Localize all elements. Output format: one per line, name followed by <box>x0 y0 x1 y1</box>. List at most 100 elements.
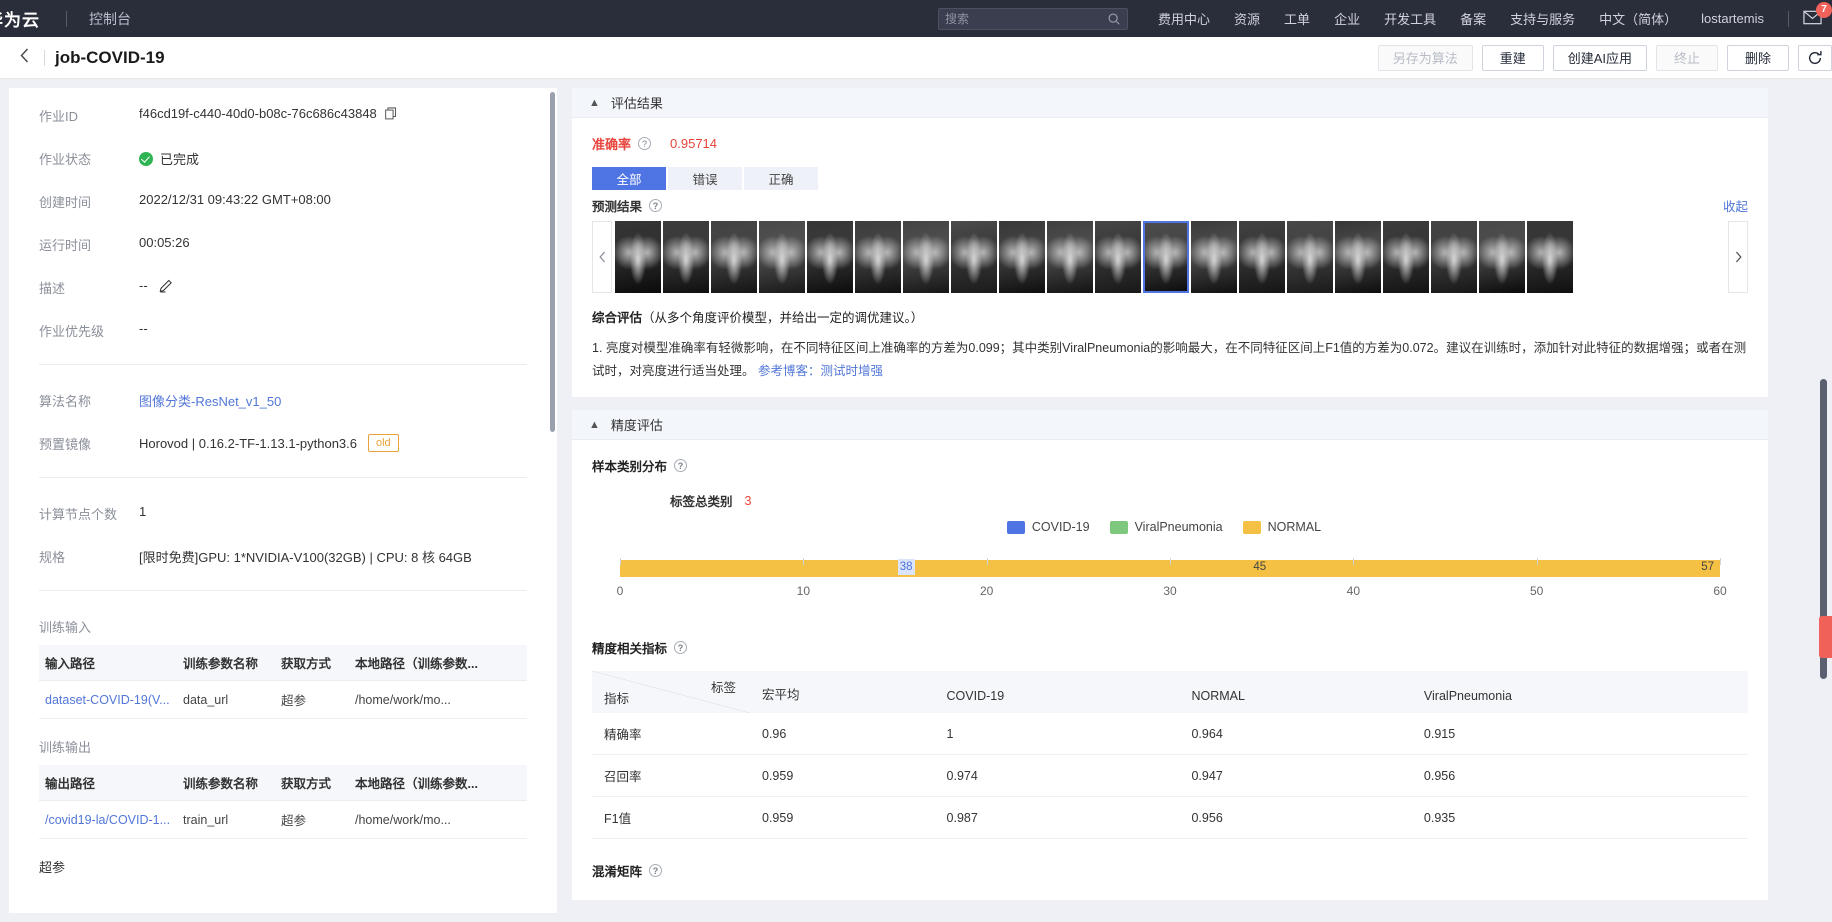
cell-local-path: /home/work/mo... <box>349 680 527 719</box>
rebuild-button[interactable]: 重建 <box>1481 44 1544 71</box>
table-row: F1值 0.959 0.987 0.956 0.935 <box>592 796 1748 840</box>
thumbnail-list[interactable] <box>612 221 1728 293</box>
field-description: 描述 -- <box>39 278 527 297</box>
accuracy-row: 准确率 ? 0.95714 <box>592 134 1748 153</box>
left-panel-scrollbar[interactable] <box>550 92 555 432</box>
output-path-link[interactable]: /covid19-la/COVID-1... <box>45 812 171 827</box>
cell-param-name: train_url <box>177 800 275 839</box>
filter-wrong[interactable]: 错误 <box>668 167 742 190</box>
nav-item-tickets[interactable]: 工单 <box>1284 12 1311 27</box>
prediction-thumbnail[interactable] <box>855 221 901 293</box>
axis-tick-label: 60 <box>1713 584 1727 599</box>
prediction-thumbnail[interactable] <box>903 221 949 293</box>
global-search[interactable] <box>938 7 1129 30</box>
evaluation-result-header[interactable]: ▲ 评估结果 <box>572 88 1768 118</box>
copy-icon[interactable] <box>384 107 398 120</box>
field-value: 2022/12/31 09:43:22 GMT+08:00 <box>139 192 331 207</box>
prediction-thumbnail[interactable] <box>711 221 757 293</box>
filter-correct[interactable]: 正确 <box>744 167 818 190</box>
filter-all[interactable]: 全部 <box>592 167 666 190</box>
nav-item-language[interactable]: 中文（简体） <box>1599 12 1678 27</box>
legend-item[interactable]: NORMAL <box>1242 520 1322 535</box>
bar-segment[interactable]: 45 <box>918 560 1273 578</box>
field-preset-image: 预置镜像 Horovod | 0.16.2-TF-1.13.1-python3.… <box>39 434 527 453</box>
prediction-thumbnail[interactable] <box>1383 221 1429 293</box>
help-icon[interactable]: ? <box>674 459 688 473</box>
table-row: /covid19-la/COVID-1... train_url 超参 /hom… <box>39 800 527 839</box>
prediction-thumbnail[interactable] <box>615 221 661 293</box>
algorithm-name-link[interactable]: 图像分类-ResNet_v1_50 <box>139 394 282 409</box>
page-scrollbar[interactable] <box>1820 379 1827 679</box>
metric-value: 0.956 <box>1179 796 1412 840</box>
reference-blog-link[interactable]: 测试时增强 <box>820 364 884 379</box>
prediction-thumbnail[interactable] <box>1047 221 1093 293</box>
nav-item-devtools[interactable]: 开发工具 <box>1384 12 1437 27</box>
thumbnail-next-button[interactable] <box>1728 221 1748 293</box>
legend-label: NORMAL <box>1267 520 1322 535</box>
prediction-thumbnail[interactable] <box>1095 221 1141 293</box>
help-icon[interactable]: ? <box>674 641 688 655</box>
prediction-thumbnail[interactable] <box>1191 221 1237 293</box>
prediction-thumbnail[interactable] <box>1287 221 1333 293</box>
metric-value: 0.959 <box>750 754 935 798</box>
prediction-thumbnail[interactable] <box>1143 221 1189 293</box>
mail-button[interactable]: 7 <box>1803 1 1832 28</box>
input-path-link[interactable]: dataset-COVID-19(V... <box>45 692 170 707</box>
nav-item-resources[interactable]: 资源 <box>1234 12 1261 27</box>
reference-blog-label[interactable]: 参考博客： <box>758 364 821 379</box>
bar-segment[interactable]: 57 <box>1272 560 1720 578</box>
sample-distribution-label: 样本类别分布 ? <box>592 456 1748 475</box>
legend-item[interactable]: ViralPneumonia <box>1109 520 1223 534</box>
terminate-button[interactable]: 终止 <box>1656 44 1718 71</box>
nav-item-support[interactable]: 支持与服务 <box>1510 12 1576 27</box>
brand-logo[interactable]: 华为云 <box>0 11 40 30</box>
edit-pencil-icon[interactable] <box>159 279 173 293</box>
prediction-thumbnail[interactable] <box>999 221 1045 293</box>
help-icon[interactable]: ? <box>649 864 663 878</box>
bar-segment[interactable]: 38 <box>620 559 919 578</box>
prediction-thumbnail[interactable] <box>663 221 709 293</box>
nav-item-billing[interactable]: 费用中心 <box>1158 12 1211 27</box>
help-icon[interactable]: ? <box>649 199 663 212</box>
axis-tick-mark <box>1720 558 1721 566</box>
nav-item-enterprise[interactable]: 企业 <box>1334 12 1361 27</box>
stacked-bar: 38 45 57 <box>620 559 1720 578</box>
status-text: 已完成 <box>160 152 200 167</box>
page-body: 作业ID f46cd19f-c440-40d0-b08c-76c686c4384… <box>0 79 1832 922</box>
prediction-thumbnail[interactable] <box>1479 221 1525 293</box>
delete-button[interactable]: 删除 <box>1727 44 1789 71</box>
prediction-thumbnail[interactable] <box>951 221 997 293</box>
nav-item-filing[interactable]: 备案 <box>1460 12 1487 27</box>
prediction-thumbnail[interactable] <box>759 221 805 293</box>
corner-col-label: 标签 <box>710 681 736 696</box>
nav-item-username[interactable]: lostartemis <box>1701 11 1764 26</box>
create-ai-app-button[interactable]: 创建AI应用 <box>1552 44 1647 71</box>
prediction-thumbnail[interactable] <box>1335 221 1381 293</box>
field-node-count: 计算节点个数 1 <box>39 504 527 523</box>
prediction-thumbnail[interactable] <box>807 221 853 293</box>
console-link[interactable]: 控制台 <box>89 10 131 27</box>
summary-title: 综合评估（从多个角度评价模型，并给出一定的调优建议。） <box>592 311 924 325</box>
help-icon[interactable]: ? <box>638 137 652 150</box>
refresh-button[interactable] <box>1798 44 1832 71</box>
back-button[interactable] <box>14 47 34 68</box>
field-create-time: 创建时间 2022/12/31 09:43:22 GMT+08:00 <box>39 192 527 211</box>
feedback-tab[interactable] <box>1819 616 1832 658</box>
legend-item[interactable]: COVID-19 <box>1006 520 1090 534</box>
prediction-thumbnail[interactable] <box>1527 221 1573 293</box>
prediction-thumbnail[interactable] <box>1431 221 1477 293</box>
save-as-algorithm-button[interactable]: 另存为算法 <box>1377 44 1473 71</box>
field-value: 00:05:26 <box>139 235 190 250</box>
field-label: 运行时间 <box>39 238 92 253</box>
axis-tick-label: 40 <box>1346 584 1361 599</box>
search-icon <box>1108 13 1120 25</box>
search-input[interactable] <box>945 11 1108 26</box>
collapse-link[interactable]: 收起 <box>1722 200 1748 214</box>
axis-tick-mark <box>803 558 805 566</box>
metric-value: 1 <box>934 713 1180 756</box>
thumbnail-prev-button[interactable] <box>592 221 612 293</box>
precision-evaluation-header[interactable]: ▲ 精度评估 <box>572 410 1768 441</box>
prediction-thumbnail[interactable] <box>1239 221 1285 293</box>
evaluation-result-body: 准确率 ? 0.95714 全部 错误 正确 预测结果 ? <box>572 118 1768 397</box>
field-job-id: 作业ID f46cd19f-c440-40d0-b08c-76c686c4384… <box>39 106 527 125</box>
